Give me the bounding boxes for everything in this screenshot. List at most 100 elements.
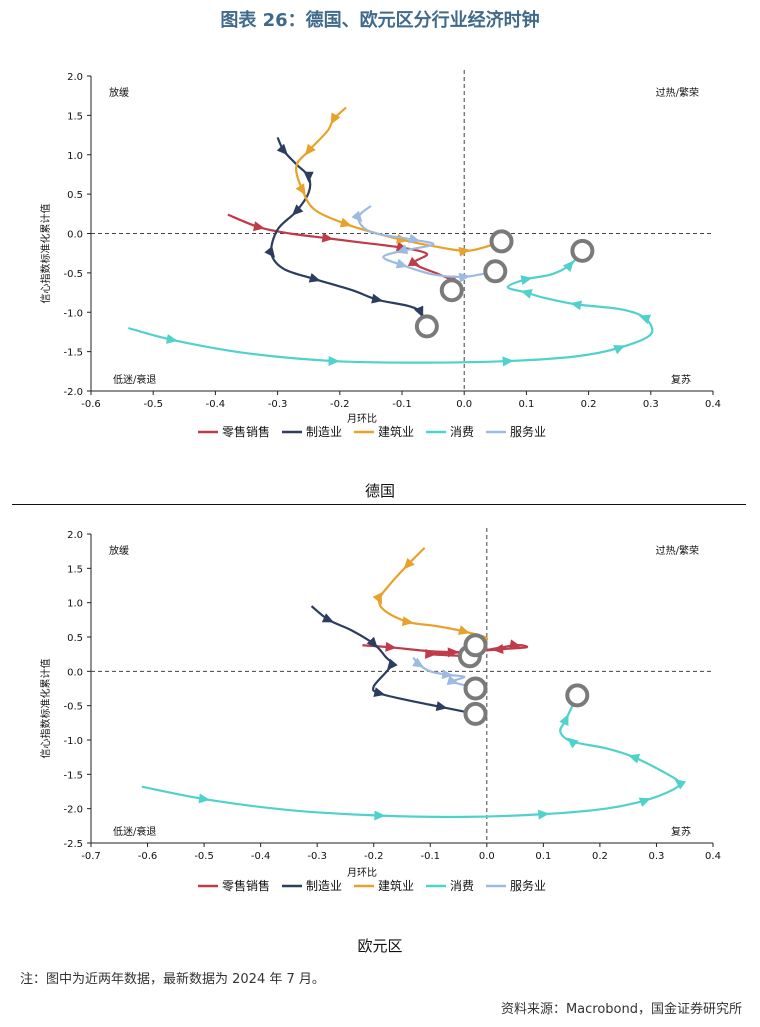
chart-eurozone: -0.7 -0.6 -0.5 -0.4 -0.3 -0.2 -0.1 0.0 0.1 0.2 0.3… xyxy=(39,528,721,893)
y-tick-label: -2.5 xyxy=(63,839,83,850)
data-point-arrow xyxy=(351,210,363,223)
y-axis-label: 信心指数标准化累计值 xyxy=(39,659,52,759)
legend-label: 制造业 xyxy=(306,879,342,893)
series-4 xyxy=(351,205,508,284)
data-point-arrow xyxy=(628,753,641,764)
chart-caption-germany: 德国 xyxy=(364,482,395,500)
legend: 零售销售 制造业 建筑业 消费 服务业 xyxy=(198,878,546,893)
legend-label: 建筑业 xyxy=(378,424,414,439)
data-point-arrow xyxy=(395,258,408,269)
series-1 xyxy=(310,605,488,726)
data-point-arrow xyxy=(502,356,514,367)
data-point-arrow xyxy=(441,669,454,680)
x-tick-label: 0.4 xyxy=(705,399,721,410)
y-tick-label: 0.5 xyxy=(67,190,83,201)
series-2 xyxy=(372,546,489,658)
data-point-arrow xyxy=(674,779,687,790)
data-point-arrow xyxy=(638,797,651,807)
y-axis-label: 信心指数标准化累计值 xyxy=(39,204,52,304)
quadrant-label-overheat: 过热/繁荣 xyxy=(656,86,699,99)
data-point-arrow xyxy=(166,334,178,344)
quadrant-label-slowdown: 放缓 xyxy=(109,544,129,557)
data-point-arrow xyxy=(371,293,384,304)
y-tick-label: -1.0 xyxy=(63,736,83,747)
data-point-arrow xyxy=(386,658,398,671)
data-point-arrow xyxy=(198,793,211,804)
data-point-arrow xyxy=(414,305,424,318)
data-point-arrow xyxy=(372,592,382,605)
data-point-arrow xyxy=(458,246,471,257)
legend: 零售销售 制造业 建筑业 消费 服务业 xyxy=(198,424,546,439)
x-tick-label: -0.5 xyxy=(194,851,214,862)
y-tick-label: -1.5 xyxy=(63,770,83,781)
series-line xyxy=(141,694,681,819)
data-point-arrow xyxy=(321,613,334,623)
latest-point-marker xyxy=(489,229,514,254)
y-tick-label: 2.0 xyxy=(67,530,83,541)
series-line xyxy=(270,136,428,327)
x-tick-label: 0.0 xyxy=(479,851,495,862)
data-point-arrow xyxy=(291,204,304,216)
data-point-arrow xyxy=(412,657,425,668)
data-point-arrow xyxy=(303,171,314,183)
legend-label: 服务业 xyxy=(510,878,546,893)
x-tick-label: -0.7 xyxy=(81,851,101,862)
legend-label: 零售销售 xyxy=(222,878,270,893)
data-point-arrow xyxy=(570,300,583,311)
x-axis-label: 月环比 xyxy=(347,413,377,425)
y-tick-label: 0.0 xyxy=(67,667,83,678)
series-line xyxy=(310,605,476,715)
data-point-arrow xyxy=(308,272,321,283)
data-point-arrow xyxy=(446,675,459,686)
series-line xyxy=(128,250,654,364)
data-point-arrow xyxy=(520,275,533,286)
data-point-arrow xyxy=(330,112,341,125)
x-tick-label: -0.4 xyxy=(206,399,226,410)
y-tick-label: -0.5 xyxy=(63,269,83,280)
x-tick-label: 0.3 xyxy=(649,851,665,862)
x-axis-label: 月环比 xyxy=(347,867,377,879)
data-point-arrow xyxy=(321,232,334,243)
figure-title: 图表 26：德国、欧元区分行业经济时钟 xyxy=(220,10,540,31)
legend-label: 建筑业 xyxy=(378,878,414,893)
x-tick-label: -0.1 xyxy=(392,399,412,410)
data-point-arrow xyxy=(385,641,397,652)
series-3 xyxy=(141,683,687,821)
data-point-arrow xyxy=(562,260,574,273)
x-tick-label: 0.4 xyxy=(705,851,721,862)
x-tick-label: -0.4 xyxy=(251,851,271,862)
legend-label: 制造业 xyxy=(306,425,342,439)
data-point-arrow xyxy=(408,233,421,244)
data-point-arrow xyxy=(447,647,459,658)
series-4 xyxy=(412,656,488,701)
latest-point-marker xyxy=(463,701,488,726)
y-tick-label: -2.0 xyxy=(63,387,83,398)
data-point-arrow xyxy=(520,289,533,299)
data-point-arrow xyxy=(339,217,352,228)
quadrant-label-recession: 低迷/衰退 xyxy=(113,373,156,386)
data-point-arrow xyxy=(304,143,316,156)
data-point-arrow xyxy=(457,625,470,635)
data-point-arrow xyxy=(567,737,579,749)
y-tick-label: 1.0 xyxy=(67,151,83,162)
latest-point-marker xyxy=(439,278,464,303)
data-point-arrow xyxy=(396,244,409,254)
data-point-arrow xyxy=(366,636,378,649)
x-tick-label: 0.2 xyxy=(592,851,608,862)
latest-point-marker xyxy=(463,676,488,701)
y-tick-label: -1.0 xyxy=(63,308,83,319)
y-tick-label: -1.5 xyxy=(63,348,83,359)
quadrant-label-slowdown: 放缓 xyxy=(109,86,129,99)
latest-point-marker xyxy=(570,238,595,263)
data-point-arrow xyxy=(425,648,437,659)
x-tick-label: -0.5 xyxy=(143,399,163,410)
legend-label: 消费 xyxy=(450,879,474,893)
latest-point-marker xyxy=(565,683,590,708)
y-tick-label: 0.5 xyxy=(67,633,83,644)
x-tick-label: -0.2 xyxy=(330,399,350,410)
x-tick-label: 0.2 xyxy=(581,399,597,410)
divider xyxy=(12,504,746,505)
chart-caption-eurozone: 欧元区 xyxy=(357,937,403,955)
y-tick-label: 2.0 xyxy=(67,72,83,83)
data-point-arrow xyxy=(253,221,265,232)
